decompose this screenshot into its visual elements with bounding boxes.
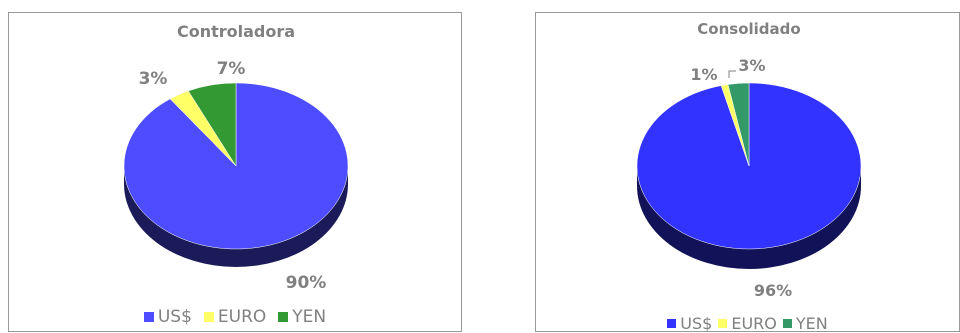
legend-label-usd: US$ <box>680 314 713 333</box>
legend-swatch-euro <box>718 319 728 328</box>
chart-title: Consolidado <box>697 20 800 38</box>
pie-slice-yen <box>187 82 237 167</box>
legend-item-euro: EURO <box>203 307 267 327</box>
legend-swatch-yen <box>278 312 289 322</box>
slice-label-usd: 90% <box>286 273 327 293</box>
legend-label-euro: EURO <box>731 314 777 333</box>
slice-label-yen: 7% <box>217 59 246 79</box>
legend-item-usd: US$ <box>667 314 712 333</box>
legend-swatch-usd <box>667 319 677 328</box>
pie-chart-controladora: Controladora 3% 7% 90% <box>123 22 349 293</box>
chart-legend: US$ EURO YEN <box>9 307 461 327</box>
chart-legend: US$ EURO YEN <box>536 314 959 333</box>
legend-item-yen: YEN <box>782 314 828 333</box>
slice-label-euro: 3% <box>139 69 168 89</box>
slice-label-yen: 3% <box>738 56 765 75</box>
legend-swatch-yen <box>782 319 792 328</box>
legend-swatch-usd <box>143 312 154 322</box>
legend-label-euro: EURO <box>217 307 267 327</box>
legend-label-yen: YEN <box>292 307 327 327</box>
chart-title: Controladora <box>177 22 295 41</box>
chart-panel-consolidado: Consolidado 1% 3% 96% US$ EURO YEN <box>535 12 960 333</box>
legend-item-usd: US$ <box>143 307 192 327</box>
legend-label-yen: YEN <box>795 314 828 333</box>
pie-layer <box>123 82 349 267</box>
slice-label-euro: 1% <box>690 65 717 84</box>
pie-side <box>124 166 348 267</box>
pie-side <box>637 166 861 269</box>
pie-layer <box>636 82 862 269</box>
pie-slice-yen <box>727 82 750 167</box>
slice-label-usd: 96% <box>754 281 792 300</box>
legend-label-usd: US$ <box>157 307 192 327</box>
legend-swatch-euro <box>203 312 214 322</box>
pie-chart-consolidado: Consolidado 1% 3% 96% <box>636 20 862 300</box>
legend-item-yen: YEN <box>278 307 326 327</box>
chart-panel-controladora: Controladora 3% 7% 90% US$ EURO YEN <box>8 12 462 332</box>
label-leader-line <box>728 70 736 78</box>
legend-item-euro: EURO <box>718 314 777 333</box>
